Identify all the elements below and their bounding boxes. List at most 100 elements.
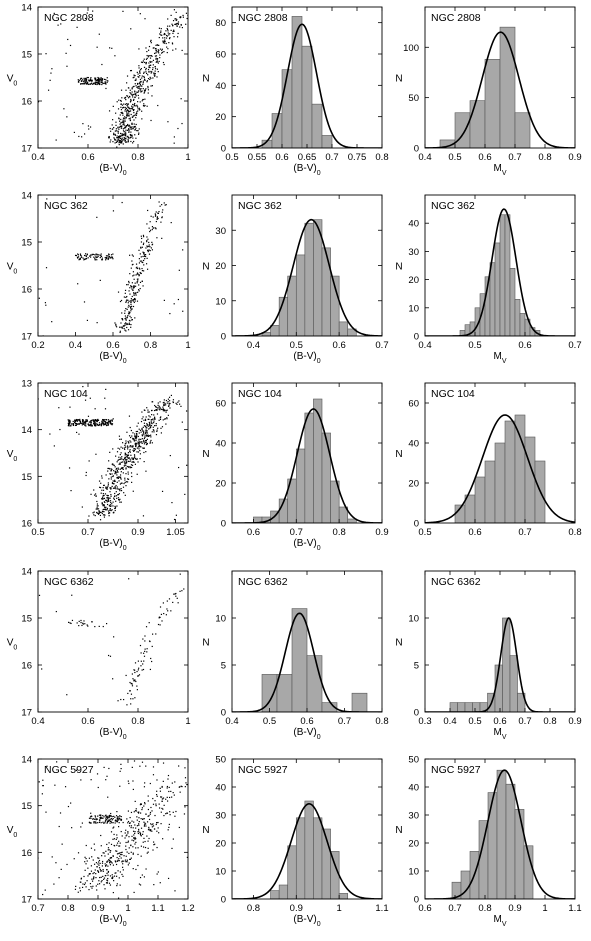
star-point <box>98 861 100 863</box>
star-point <box>176 403 178 405</box>
star-point <box>107 853 109 855</box>
star-point <box>143 255 146 257</box>
star-point <box>128 311 130 313</box>
star-point <box>134 74 136 77</box>
star-point <box>133 98 135 101</box>
star-point <box>112 119 114 121</box>
star-point <box>160 432 162 434</box>
star-point <box>106 775 108 777</box>
star-point <box>128 435 131 437</box>
star-point <box>171 501 173 504</box>
star-point <box>86 880 88 882</box>
star-point <box>128 578 130 580</box>
y-tick-label: 10 <box>215 614 226 625</box>
star-point <box>104 820 106 822</box>
star-point <box>80 83 82 85</box>
y-tick-label: 0 <box>414 144 419 155</box>
star-point <box>130 825 133 827</box>
star-point <box>106 419 108 421</box>
star-point <box>136 458 138 460</box>
star-point <box>157 408 159 410</box>
star-point <box>171 847 173 850</box>
star-point <box>141 418 143 420</box>
star-point <box>86 419 88 421</box>
star-point <box>111 503 113 505</box>
star-point <box>155 633 157 635</box>
star-point <box>103 514 106 516</box>
star-point <box>165 813 167 815</box>
y-tick-label: 80 <box>215 18 226 29</box>
star-point <box>101 498 103 500</box>
star-point <box>49 79 51 81</box>
star-point <box>90 812 92 814</box>
star-point <box>118 493 120 495</box>
star-point <box>107 467 109 470</box>
star-point <box>107 849 109 851</box>
star-point <box>115 495 117 497</box>
star-point <box>132 780 134 782</box>
star-point <box>76 423 78 425</box>
star-point <box>96 256 98 258</box>
star-point <box>158 44 160 46</box>
star-point <box>113 636 115 638</box>
y-tick-label: 0 <box>221 708 226 719</box>
star-point <box>156 779 158 781</box>
star-point <box>188 779 189 780</box>
y-tick-label: 10 <box>215 296 226 307</box>
star-point <box>142 416 144 418</box>
star-point <box>92 878 95 880</box>
star-point <box>122 112 124 114</box>
star-point <box>70 622 72 625</box>
star-point <box>67 805 70 808</box>
star-point <box>140 845 142 847</box>
star-point <box>151 824 153 826</box>
star-point <box>131 282 133 284</box>
star-point <box>186 783 188 786</box>
star-point <box>102 423 104 425</box>
star-point <box>109 468 111 470</box>
star-point <box>166 608 168 610</box>
x-tick-label: 0.8 <box>543 716 556 727</box>
y-tick-label: 40 <box>215 81 226 92</box>
star-point <box>77 253 79 255</box>
x-tick-label: 0.4 <box>225 716 238 727</box>
star-point <box>139 85 141 87</box>
star-point <box>195 781 196 782</box>
star-point <box>95 508 97 510</box>
x-tick-label: 0.9 <box>91 903 104 914</box>
star-point <box>106 77 108 79</box>
star-point <box>69 406 71 408</box>
star-point <box>122 442 124 444</box>
star-point <box>118 476 121 478</box>
star-point <box>91 79 93 81</box>
star-point <box>161 34 163 36</box>
star-point <box>142 846 145 848</box>
star-point <box>42 779 44 781</box>
star-point <box>149 813 151 815</box>
star-point <box>154 65 156 68</box>
star-point <box>81 822 83 824</box>
star-point <box>110 510 112 512</box>
star-point <box>141 429 143 431</box>
star-point <box>82 79 84 81</box>
star-point <box>155 44 157 46</box>
star-point <box>119 326 121 328</box>
star-point <box>127 457 129 459</box>
star-point <box>151 85 154 87</box>
star-point <box>132 490 134 492</box>
star-point <box>51 321 53 323</box>
star-point <box>130 844 132 846</box>
star-point <box>91 80 93 82</box>
star-point <box>160 34 162 36</box>
star-point <box>94 818 96 820</box>
star-point <box>68 425 70 427</box>
star-point <box>168 38 171 40</box>
histogram-bar <box>347 518 357 523</box>
star-point <box>159 57 161 59</box>
x-tick-label: 0.6 <box>493 716 506 727</box>
star-point <box>124 118 126 120</box>
star-point <box>94 420 96 422</box>
star-point <box>138 109 141 111</box>
star-point <box>142 818 144 821</box>
